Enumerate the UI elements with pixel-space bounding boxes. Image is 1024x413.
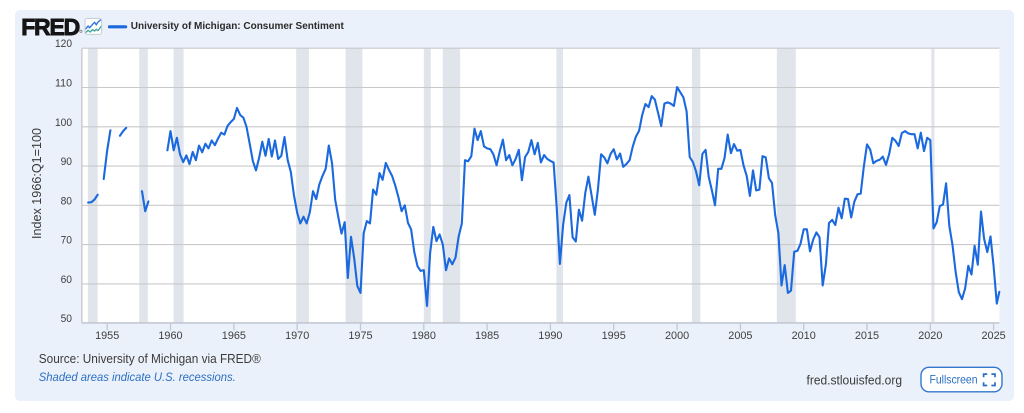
- svg-text:50: 50: [61, 313, 72, 325]
- svg-text:2005: 2005: [728, 330, 752, 342]
- svg-text:60: 60: [61, 274, 72, 286]
- svg-text:70: 70: [61, 235, 72, 247]
- svg-text:2020: 2020: [918, 330, 942, 342]
- svg-text:2015: 2015: [855, 330, 879, 342]
- svg-text:1960: 1960: [158, 330, 182, 342]
- svg-text:University of Michigan: Consum: University of Michigan: Consumer Sentime…: [131, 21, 345, 32]
- svg-text:1955: 1955: [95, 330, 119, 342]
- svg-text:Shaded areas indicate U.S. rec: Shaded areas indicate U.S. recessions.: [39, 370, 236, 384]
- svg-text:Fullscreen: Fullscreen: [930, 373, 978, 387]
- svg-text:1965: 1965: [222, 330, 246, 342]
- svg-text:2010: 2010: [792, 330, 816, 342]
- svg-text:1990: 1990: [538, 330, 562, 342]
- svg-text:2000: 2000: [665, 330, 689, 342]
- svg-text:80: 80: [61, 195, 72, 207]
- svg-text:120: 120: [55, 38, 72, 50]
- svg-text:Index 1966:Q1=100: Index 1966:Q1=100: [30, 128, 44, 239]
- svg-text:fred.stlouisfed.org: fred.stlouisfed.org: [807, 373, 903, 387]
- svg-text:1995: 1995: [602, 330, 626, 342]
- svg-text:1985: 1985: [475, 330, 499, 342]
- svg-text:1975: 1975: [348, 330, 372, 342]
- svg-text:2025: 2025: [982, 330, 1006, 342]
- svg-text:100: 100: [55, 117, 72, 129]
- svg-text:1970: 1970: [285, 330, 309, 342]
- svg-text:FRED: FRED: [21, 14, 79, 40]
- svg-text:1980: 1980: [412, 330, 436, 342]
- svg-text:110: 110: [55, 78, 72, 90]
- svg-text:90: 90: [61, 156, 72, 168]
- svg-text:Source: University of Michigan: Source: University of Michigan via FRED®: [39, 352, 262, 366]
